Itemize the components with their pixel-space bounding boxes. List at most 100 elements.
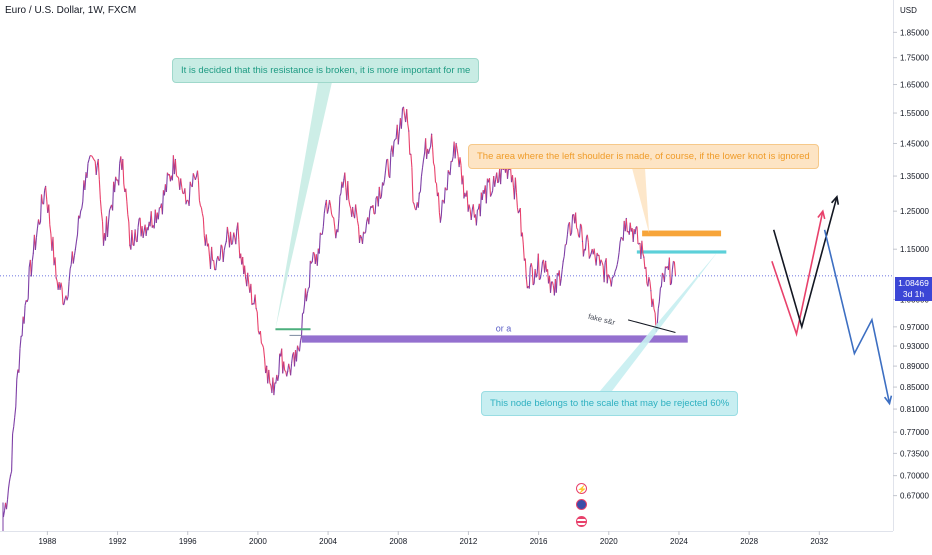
- y-tick-label: 1.85000: [900, 28, 929, 37]
- x-tick-label: 1992: [109, 537, 127, 546]
- price-point: [129, 245, 130, 246]
- purple-zone-label: or a: [496, 323, 512, 333]
- y-tick-label: 1.65000: [900, 81, 929, 90]
- bar-countdown: 3d 1h: [895, 289, 932, 300]
- price-point: [256, 308, 257, 309]
- y-tick-label: 1.45000: [900, 139, 929, 148]
- price-point: [413, 203, 414, 204]
- price-point: [403, 107, 404, 108]
- price-point: [599, 265, 600, 266]
- price-point: [650, 290, 651, 291]
- price-point: [371, 207, 372, 208]
- price-point: [635, 233, 636, 234]
- price-segment: [613, 275, 614, 277]
- price-point: [661, 286, 662, 287]
- price-point: [205, 245, 206, 246]
- price-point: [245, 277, 246, 278]
- price-point: [280, 355, 281, 356]
- price-point: [98, 159, 99, 160]
- price-point: [643, 257, 644, 258]
- price-point: [519, 211, 520, 212]
- price-segment: [91, 156, 92, 157]
- price-point: [382, 182, 383, 183]
- price-point: [336, 229, 337, 230]
- price-segment: [533, 284, 534, 285]
- price-point: [215, 269, 216, 270]
- y-tick-label: 0.77000: [900, 428, 929, 437]
- price-point: [582, 241, 583, 242]
- price-point: [20, 336, 21, 337]
- price-point: [149, 222, 150, 223]
- price-point: [534, 269, 535, 270]
- price-point: [103, 245, 104, 246]
- orange-zone[interactable]: [642, 231, 721, 237]
- price-point: [56, 277, 57, 278]
- price-point: [668, 269, 669, 270]
- y-tick-label: 0.81000: [900, 405, 929, 414]
- price-point: [226, 241, 227, 242]
- price-point: [271, 392, 272, 393]
- y-tick-label: 0.97000: [900, 323, 929, 332]
- price-point: [456, 143, 457, 144]
- price-point: [266, 366, 267, 367]
- x-tick-label: 2008: [389, 537, 407, 546]
- y-tick-label: 0.85000: [900, 383, 929, 392]
- orange-annotation-callout[interactable]: The area where the left shoulder is made…: [468, 144, 819, 169]
- purple-zone[interactable]: [302, 335, 688, 342]
- price-segment: [308, 287, 309, 288]
- chart-title: Euro / U.S. Dollar, 1W, FXCM: [5, 5, 136, 16]
- price-point: [591, 253, 592, 254]
- x-tick-label: 2016: [530, 537, 548, 546]
- price-point: [319, 253, 320, 254]
- price-point: [33, 253, 34, 254]
- x-tick-label: 2020: [600, 537, 618, 546]
- us-flag-event-icon[interactable]: [576, 516, 587, 527]
- price-segment: [498, 182, 499, 183]
- x-tick-label: 2028: [740, 537, 758, 546]
- green-annotation-callout[interactable]: It is decided that this resistance is br…: [172, 58, 479, 83]
- price-point: [484, 193, 485, 194]
- x-tick-label: 2024: [670, 537, 688, 546]
- price-point: [352, 207, 353, 208]
- price-point: [64, 299, 65, 300]
- y-tick-label: 1.35000: [900, 172, 929, 181]
- cyan-zone[interactable]: [637, 250, 726, 253]
- price-segment: [539, 279, 540, 280]
- price-point: [312, 261, 313, 262]
- price-point: [554, 294, 555, 295]
- price-point: [408, 130, 409, 131]
- price-segment: [436, 182, 437, 183]
- price-point: [134, 229, 135, 230]
- y-tick-label: 0.70000: [900, 472, 929, 481]
- y-tick-label: 0.89000: [900, 362, 929, 371]
- cyan-annotation-callout[interactable]: This node belongs to the scale that may …: [481, 391, 738, 416]
- x-tick-label: 1988: [38, 537, 56, 546]
- y-tick-label: 0.67000: [900, 492, 929, 501]
- last-price-value: 1.08469: [895, 278, 932, 289]
- y-tick-label: 0.93000: [900, 342, 929, 351]
- price-point: [196, 175, 197, 176]
- price-point: [612, 277, 613, 278]
- price-point: [475, 214, 476, 215]
- price-point: [449, 172, 450, 173]
- price-point: [563, 261, 564, 262]
- lightning-event-icon[interactable]: ⚡: [576, 483, 587, 494]
- price-point: [236, 229, 237, 230]
- price-point: [326, 200, 327, 201]
- price-point: [419, 193, 420, 194]
- y-tick-label: 1.25000: [900, 207, 929, 216]
- price-point: [303, 312, 304, 313]
- price-point: [361, 237, 362, 238]
- y-tick-label: 1.75000: [900, 54, 929, 63]
- axis-currency-label: USD: [900, 6, 917, 15]
- price-segment: [333, 217, 334, 218]
- price-point: [573, 214, 574, 215]
- globe-event-icon[interactable]: [576, 499, 587, 510]
- last-price-badge: 1.08469 3d 1h: [895, 277, 932, 301]
- price-segment: [365, 232, 366, 233]
- price-point: [343, 179, 344, 180]
- price-point: [175, 159, 176, 160]
- price-point: [161, 203, 162, 204]
- price-point: [45, 186, 46, 187]
